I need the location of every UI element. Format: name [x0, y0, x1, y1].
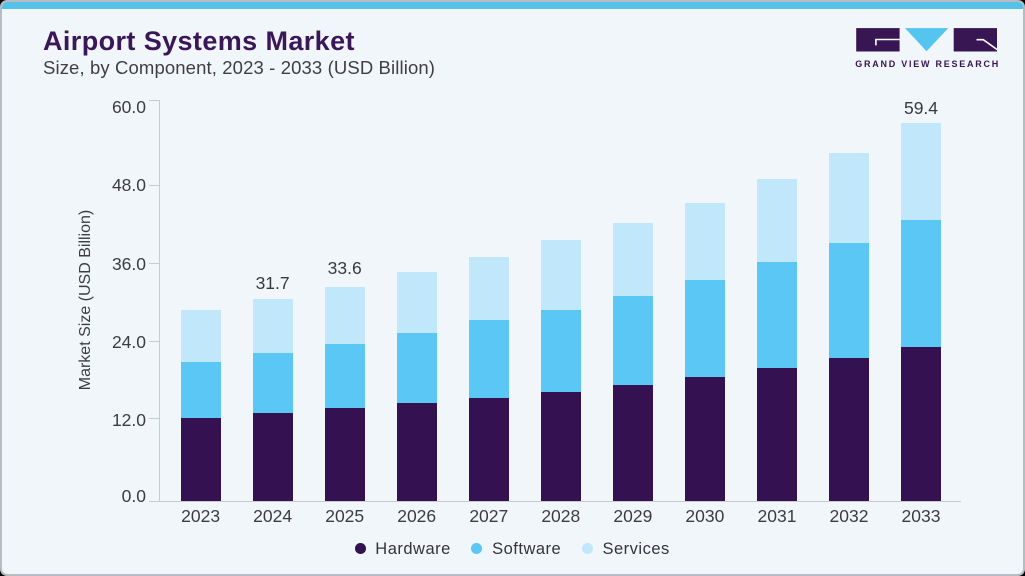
svg-text:GRAND VIEW RESEARCH: GRAND VIEW RESEARCH — [855, 59, 1000, 69]
